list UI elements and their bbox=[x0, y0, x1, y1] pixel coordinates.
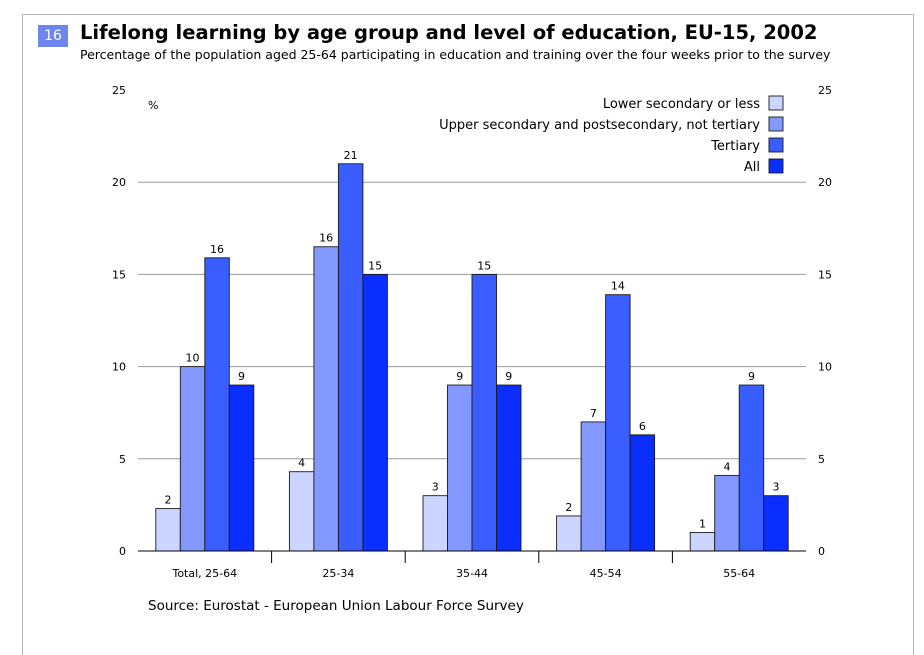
y-tick-label-left: 10 bbox=[112, 361, 126, 374]
data-label: 9 bbox=[456, 370, 463, 383]
legend-label: All bbox=[744, 160, 760, 175]
chart-title: Lifelong learning by age group and level… bbox=[80, 21, 818, 44]
data-label: 21 bbox=[344, 149, 358, 162]
chart-subtitle: Percentage of the population aged 25-64 … bbox=[80, 47, 831, 62]
legend-swatch bbox=[768, 158, 784, 174]
legend-label: Upper secondary and postsecondary, not t… bbox=[439, 118, 760, 133]
data-label: 3 bbox=[772, 481, 779, 494]
legend-swatch bbox=[768, 116, 784, 132]
bar bbox=[362, 273, 388, 552]
y-tick-label-right: 20 bbox=[818, 176, 832, 189]
figure-frame bbox=[22, 14, 914, 655]
bar bbox=[313, 246, 339, 552]
bar bbox=[605, 294, 631, 552]
x-tick-label: Total, 25-64 bbox=[171, 567, 237, 580]
data-label: 15 bbox=[477, 259, 491, 272]
figure-number-badge: 16 bbox=[38, 25, 68, 47]
x-tick-label: 45-54 bbox=[590, 567, 622, 580]
bar bbox=[228, 384, 255, 552]
data-label: 1 bbox=[699, 518, 706, 531]
data-label: 15 bbox=[368, 259, 382, 272]
legend-label: Tertiary bbox=[710, 139, 760, 154]
bar bbox=[738, 384, 765, 552]
data-label: 9 bbox=[505, 370, 512, 383]
bar bbox=[337, 163, 364, 552]
x-tick-label: 35-44 bbox=[456, 567, 488, 580]
legend-label: Lower secondary or less bbox=[603, 97, 760, 112]
data-label: 2 bbox=[565, 501, 572, 514]
data-label: 9 bbox=[748, 370, 755, 383]
bar bbox=[179, 366, 206, 552]
source-note: Source: Eurostat - European Union Labour… bbox=[148, 598, 524, 614]
y-tick-label-left: 20 bbox=[112, 176, 126, 189]
bar bbox=[763, 495, 789, 552]
y-axis-unit-label: % bbox=[148, 99, 158, 112]
data-label: 6 bbox=[639, 420, 646, 433]
y-tick-label-right: 5 bbox=[818, 453, 825, 466]
y-tick-label-left: 0 bbox=[119, 545, 126, 558]
bar bbox=[556, 515, 582, 552]
x-tick-label: 55-64 bbox=[723, 567, 755, 580]
y-tick-label-right: 25 bbox=[818, 84, 832, 97]
x-tick-label: 25-34 bbox=[322, 567, 354, 580]
data-label: 9 bbox=[238, 370, 245, 383]
bar bbox=[580, 421, 607, 552]
legend: Lower secondary or less Upper secondary a… bbox=[439, 95, 784, 175]
data-label: 7 bbox=[590, 407, 597, 420]
data-label: 4 bbox=[298, 457, 305, 470]
legend-swatch bbox=[768, 137, 784, 153]
data-label: 14 bbox=[611, 280, 625, 293]
bar bbox=[204, 257, 230, 552]
y-tick-label-left: 5 bbox=[119, 453, 126, 466]
y-tick-label-right: 10 bbox=[818, 361, 832, 374]
y-tick-label-left: 15 bbox=[112, 268, 126, 281]
bar bbox=[447, 384, 473, 552]
legend-swatch bbox=[768, 95, 784, 111]
bars bbox=[155, 163, 789, 552]
data-label: 16 bbox=[210, 243, 224, 256]
bar bbox=[629, 434, 656, 552]
y-tick-label-right: 0 bbox=[818, 545, 825, 558]
bar bbox=[689, 532, 716, 552]
data-label: 2 bbox=[165, 494, 172, 507]
bar bbox=[471, 273, 497, 552]
bar bbox=[422, 495, 448, 552]
bar bbox=[155, 508, 181, 552]
data-label: 3 bbox=[432, 481, 439, 494]
data-label: 16 bbox=[319, 232, 333, 245]
y-tick-label-left: 25 bbox=[112, 84, 126, 97]
bar bbox=[288, 471, 315, 552]
data-label: 10 bbox=[186, 352, 200, 365]
bar bbox=[714, 474, 740, 552]
bar bbox=[496, 384, 522, 552]
data-label: 4 bbox=[723, 460, 730, 473]
y-tick-label-right: 15 bbox=[818, 268, 832, 281]
